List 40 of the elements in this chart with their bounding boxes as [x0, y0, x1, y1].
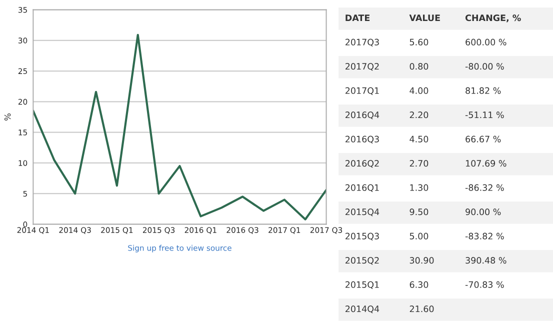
text: -80.00 %	[465, 63, 504, 70]
text: 2.70	[410, 160, 428, 167]
y-axis-title: %	[4, 114, 11, 120]
text: 2015Q4	[346, 208, 380, 216]
text: 5.00	[410, 232, 428, 240]
line-series	[33, 34, 326, 220]
text: 81.82 %	[466, 87, 501, 94]
text: 4.50	[410, 136, 428, 142]
text: 30.90	[410, 257, 434, 264]
category-label: DATE	[346, 14, 370, 22]
text: 2016Q4	[346, 112, 380, 120]
text: 2015Q1	[346, 281, 379, 289]
text: 107.69 %	[466, 160, 506, 167]
category-label: VALUE	[409, 14, 440, 22]
text: 9.50	[410, 208, 428, 216]
text: -86.32 %	[465, 184, 504, 191]
text: 2016Q2	[346, 160, 379, 168]
text: 390.48 %	[466, 257, 506, 264]
text: 4.00	[410, 87, 428, 94]
text: 2017Q3	[346, 38, 379, 46]
text: 600.00 %	[466, 38, 506, 46]
category-label: CHANGE, %	[465, 14, 521, 22]
text: 5.60	[410, 38, 428, 46]
text: 2016Q1	[346, 184, 379, 192]
text: 2017Q1	[346, 87, 379, 95]
text: 2.20	[410, 112, 428, 118]
text: -83.82 %	[465, 232, 504, 240]
text: 1.30	[410, 184, 428, 191]
text: 21.60	[410, 306, 434, 312]
text: 2017Q2	[346, 63, 379, 71]
text: 2015Q3	[346, 232, 379, 240]
text: 90.00 %	[466, 208, 501, 216]
text: 6.30	[410, 281, 428, 288]
text: -70.83 %	[465, 281, 504, 288]
text: 2015Q2	[346, 257, 379, 265]
text: 2016Q3	[346, 136, 379, 144]
text: 66.67 %	[466, 136, 501, 142]
text: -51.11 %	[465, 112, 504, 118]
text: 2014Q4	[346, 306, 380, 314]
text: 0.80	[410, 63, 428, 70]
